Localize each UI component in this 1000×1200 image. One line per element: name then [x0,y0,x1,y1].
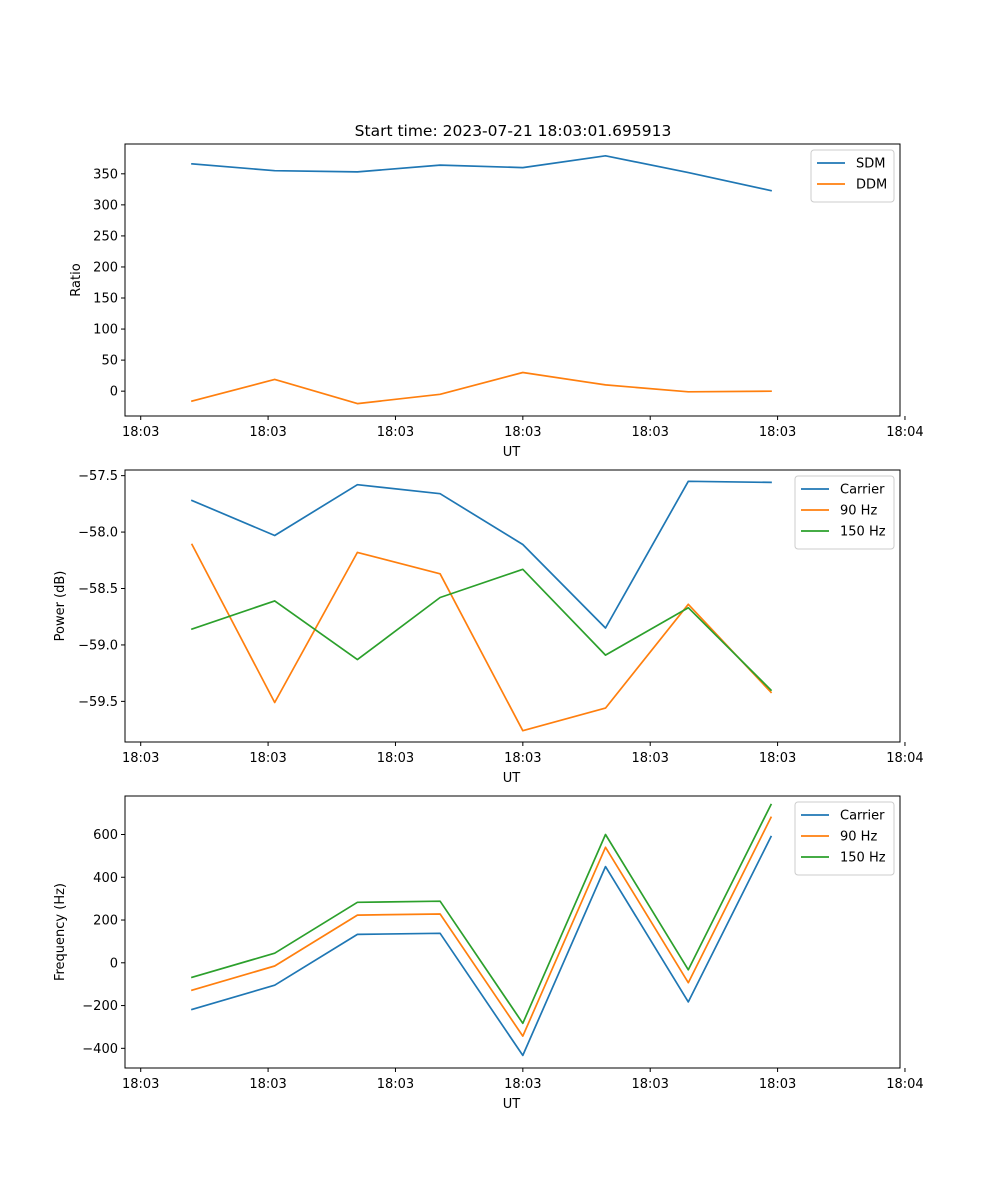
series-line-carrier [190,480,772,629]
x-tick-label: 18:03 [377,425,414,440]
x-tick-label: 18:03 [249,751,286,766]
y-tick-label: 600 [93,828,118,843]
ratio-chart: 18:03 18:03 18:03 18:03 18:03 18:03 18:04 0 50 10… [69,143,924,460]
x-tick-label: 18:03 [759,425,796,440]
legend-label: 150 Hz [840,525,886,540]
y-tick-label: 0 [110,956,118,971]
y-tick-label: 50 [101,354,118,369]
x-axis-label: UT [503,445,521,460]
x-axis-label: UT [503,1097,521,1112]
legend-label: SDM [856,157,885,172]
y-tick-label: −58.0 [78,526,118,541]
y-tick-label: 400 [93,871,118,886]
y-axis-label: Power (dB) [53,571,68,642]
x-tick-label: 18:03 [122,1077,159,1092]
y-tick-label: −400 [82,1042,118,1057]
x-tick-label: 18:03 [504,751,541,766]
y-tick-label: −59.0 [78,638,118,653]
legend: Carrier 90 Hz 150 Hz [794,475,895,550]
legend: SDM DDM [810,149,895,203]
frequency-chart: 18:03 18:03 18:03 18:03 18:03 18:03 18:04 −400 −… [53,795,924,1112]
y-tick-label: 100 [93,323,118,338]
x-tick-label: 18:03 [122,425,159,440]
series-line-90-hz [190,543,773,732]
y-tick-label: 300 [93,198,118,213]
chart-panels: 18:03 18:03 18:03 18:03 18:03 18:03 18:04 0 50 10… [53,143,924,1112]
x-tick-label: 18:04 [886,751,923,766]
series-line-90-hz [190,816,773,1037]
axes-frame [124,795,901,1069]
y-tick-label: 350 [93,167,118,182]
legend: Carrier 90 Hz 150 Hz [794,801,895,876]
legend-label: 90 Hz [840,504,877,519]
legend-label: Carrier [840,809,885,824]
y-tick-label: 0 [110,385,118,400]
legend-label: 150 Hz [840,851,886,866]
y-tick-label: 200 [93,260,118,275]
x-tick-label: 18:03 [631,425,668,440]
series-line-150-hz [190,568,773,692]
y-tick-label: 200 [93,914,118,929]
x-tick-label: 18:03 [631,1077,668,1092]
series-line-sdm [191,154,773,192]
x-tick-label: 18:03 [759,751,796,766]
x-tick-label: 18:03 [122,751,159,766]
y-tick-label: −200 [82,999,118,1014]
series-line-150-hz [190,803,773,1025]
legend-label: 90 Hz [840,830,877,845]
series-line-carrier [190,835,773,1057]
x-tick-label: 18:04 [886,1077,923,1092]
y-tick-label: −59.5 [78,695,118,710]
chart-title: Start time: 2023-07-21 18:03:01.695913 [355,122,672,140]
y-tick-label: 150 [93,292,118,307]
y-tick-label: −58.5 [78,582,118,597]
x-tick-label: 18:03 [504,425,541,440]
power-chart: 18:03 18:03 18:03 18:03 18:03 18:03 18:04 −59.5… [53,469,924,786]
y-tick-label: 250 [93,229,118,244]
x-tick-label: 18:03 [504,1077,541,1092]
y-tick-label: −57.5 [78,469,118,484]
legend-label: DDM [856,178,887,193]
x-tick-label: 18:04 [886,425,923,440]
x-tick-label: 18:03 [249,1077,286,1092]
axes-frame [124,143,901,417]
x-tick-label: 18:03 [631,751,668,766]
x-tick-label: 18:03 [249,425,286,440]
axes-frame [124,469,901,743]
y-axis-label: Ratio [69,263,84,296]
y-axis-label: Frequency (Hz) [53,883,68,981]
series-line-ddm [190,371,772,405]
x-tick-label: 18:03 [377,1077,414,1092]
x-tick-label: 18:03 [377,751,414,766]
x-axis-label: UT [503,771,521,786]
legend-label: Carrier [840,483,885,498]
x-tick-label: 18:03 [759,1077,796,1092]
